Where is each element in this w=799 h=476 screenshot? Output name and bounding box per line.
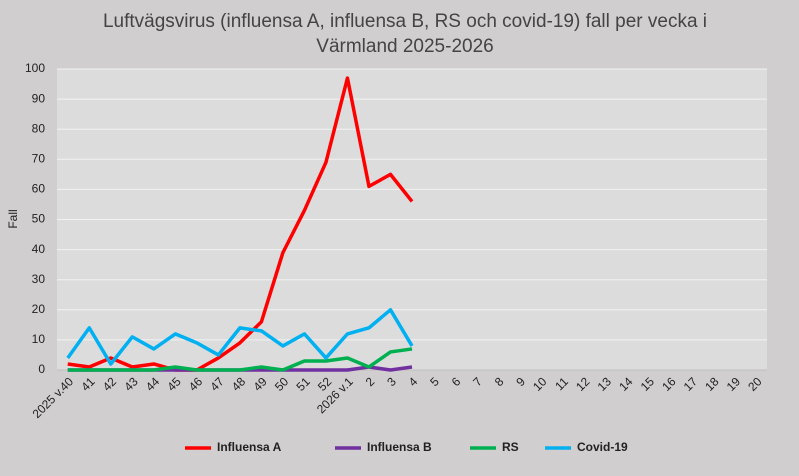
line-series bbox=[66, 308, 414, 366]
legend-label: Covid-19 bbox=[577, 440, 628, 454]
y-axis-label: Fall bbox=[6, 209, 20, 228]
y-tick-label: 30 bbox=[32, 272, 46, 286]
y-tick-label: 0 bbox=[38, 362, 45, 376]
chart-title: Värmland 2025-2026 bbox=[316, 36, 493, 57]
legend-label: Influensa A bbox=[217, 440, 282, 454]
line-series bbox=[67, 347, 413, 372]
y-tick-label: 60 bbox=[32, 182, 46, 196]
line-series bbox=[67, 76, 414, 372]
y-tick-label: 90 bbox=[32, 91, 46, 105]
y-tick-label: 70 bbox=[32, 151, 46, 165]
y-tick-label: 50 bbox=[32, 212, 46, 226]
y-tick-label: 80 bbox=[32, 121, 46, 135]
legend-label: Influensa B bbox=[367, 440, 432, 454]
y-tick-label: 10 bbox=[32, 332, 46, 346]
chart-title: Luftvägsvirus (influensa A, influensa B,… bbox=[103, 11, 707, 32]
y-tick-label: 20 bbox=[32, 302, 46, 316]
y-tick-label: 100 bbox=[25, 61, 45, 75]
legend-label: RS bbox=[502, 440, 519, 454]
y-tick-label: 40 bbox=[32, 242, 46, 256]
